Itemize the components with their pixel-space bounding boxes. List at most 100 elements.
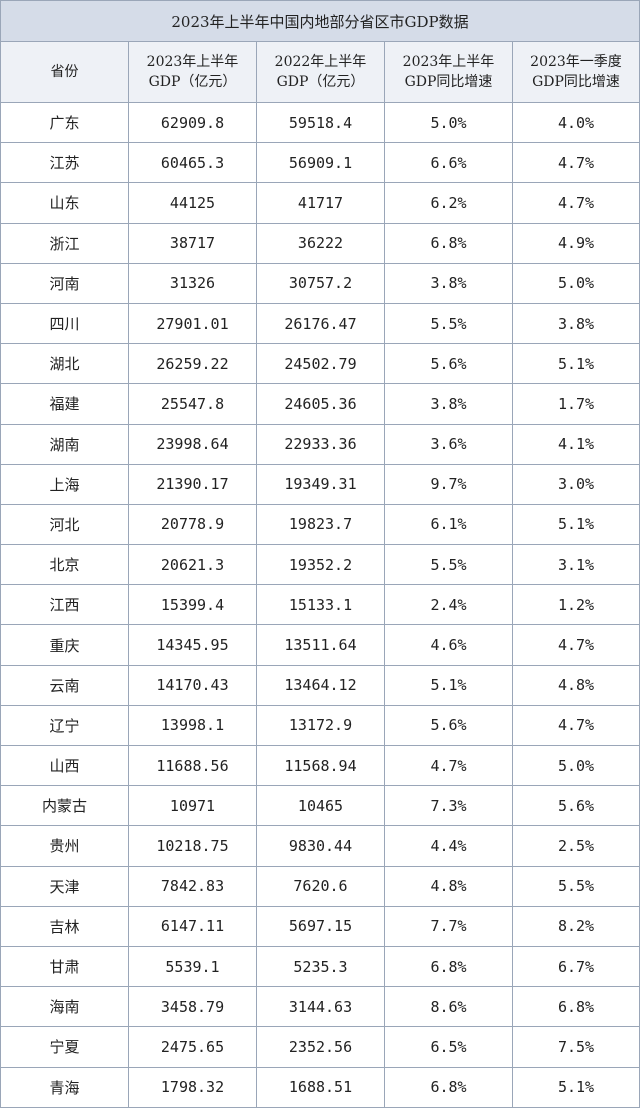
cell-growth-2023q1: 5.1% [512,1066,640,1108]
cell-growth-2023h1: 4.7% [384,744,513,787]
table-row: 云南 14170.43 13464.12 5.1% 4.8% [0,664,640,706]
cell-gdp-2022h1: 24502.79 [256,343,385,385]
cell-growth-2023q1: 5.6% [512,785,640,827]
header-label-line1: 2022年上半年 [274,54,367,70]
cell-growth-2023h1: 6.6% [384,142,513,184]
cell-growth-2023q1: 4.7% [512,704,640,747]
cell-province: 海南 [0,986,129,1028]
cell-province: 辽宁 [0,704,129,747]
cell-province: 湖北 [0,343,129,385]
cell-gdp-2022h1: 30757.2 [256,262,385,304]
cell-province: 青海 [0,1066,129,1108]
cell-gdp-2022h1: 36222 [256,222,385,264]
cell-gdp-2022h1: 41717 [256,182,385,224]
cell-gdp-2023h1: 5539.1 [128,945,257,988]
cell-gdp-2022h1: 1688.51 [256,1066,385,1108]
cell-growth-2023h1: 9.7% [384,463,513,505]
cell-growth-2023q1: 5.1% [512,343,640,385]
cell-gdp-2023h1: 62909.8 [128,101,257,144]
cell-gdp-2023h1: 27901.01 [128,302,257,345]
table-row: 河北 20778.9 19823.7 6.1% 5.1% [0,503,640,546]
cell-growth-2023q1: 6.7% [512,945,640,988]
table-row: 江苏 60465.3 56909.1 6.6% 4.7% [0,142,640,184]
cell-gdp-2023h1: 11688.56 [128,744,257,787]
cell-growth-2023q1: 4.1% [512,423,640,465]
cell-gdp-2023h1: 14345.95 [128,624,257,666]
cell-gdp-2022h1: 19349.31 [256,463,385,505]
cell-province: 云南 [0,664,129,706]
header-label-line1: 2023年一季度 [530,54,622,70]
table-row: 宁夏 2475.65 2352.56 6.5% 7.5% [0,1026,640,1068]
header-gdp-2022h1: 2022年上半年 GDP（亿元） [256,41,385,103]
cell-growth-2023q1: 5.5% [512,865,640,907]
table-row: 浙江 38717 36222 6.8% 4.9% [0,222,640,264]
cell-growth-2023q1: 4.7% [512,182,640,224]
cell-growth-2023h1: 6.1% [384,503,513,546]
cell-growth-2023q1: 4.9% [512,222,640,264]
cell-province: 重庆 [0,624,129,666]
table-row: 天津 7842.83 7620.6 4.8% 5.5% [0,865,640,907]
cell-gdp-2022h1: 24605.36 [256,383,385,425]
cell-gdp-2023h1: 60465.3 [128,142,257,184]
header-growth-2023h1: 2023年上半年 GDP同比增速 [384,41,513,103]
table-row: 江西 15399.4 15133.1 2.4% 1.2% [0,584,640,626]
cell-province: 贵州 [0,825,129,867]
cell-gdp-2022h1: 19823.7 [256,503,385,546]
table-header-row: 省份 2023年上半年 GDP（亿元） 2022年上半年 GDP（亿元） 202… [0,41,640,103]
cell-growth-2023h1: 6.8% [384,945,513,988]
table-row: 湖南 23998.64 22933.36 3.6% 4.1% [0,423,640,465]
cell-growth-2023h1: 6.8% [384,1066,513,1108]
header-label-line2: GDP同比增速 [532,74,620,90]
cell-growth-2023q1: 3.1% [512,544,640,586]
cell-gdp-2022h1: 7620.6 [256,865,385,907]
cell-growth-2023q1: 1.2% [512,584,640,626]
cell-growth-2023h1: 4.4% [384,825,513,867]
cell-gdp-2022h1: 15133.1 [256,584,385,626]
cell-gdp-2022h1: 26176.47 [256,302,385,345]
cell-growth-2023h1: 5.5% [384,302,513,345]
cell-gdp-2023h1: 14170.43 [128,664,257,706]
table-row: 广东 62909.8 59518.4 5.0% 4.0% [0,101,640,144]
cell-gdp-2022h1: 13172.9 [256,704,385,747]
table-row: 青海 1798.32 1688.51 6.8% 5.1% [0,1066,640,1108]
cell-gdp-2023h1: 26259.22 [128,343,257,385]
table-row: 贵州 10218.75 9830.44 4.4% 2.5% [0,825,640,867]
header-growth-2023q1: 2023年一季度 GDP同比增速 [512,41,640,103]
cell-growth-2023h1: 5.5% [384,544,513,586]
header-gdp-2023h1: 2023年上半年 GDP（亿元） [128,41,257,103]
cell-province: 宁夏 [0,1026,129,1068]
header-label-line2: GDP（亿元） [148,74,237,90]
cell-province: 广东 [0,101,129,144]
cell-gdp-2022h1: 19352.2 [256,544,385,586]
cell-growth-2023q1: 1.7% [512,383,640,425]
cell-gdp-2023h1: 38717 [128,222,257,264]
cell-province: 山东 [0,182,129,224]
cell-gdp-2022h1: 10465 [256,785,385,827]
cell-province: 山西 [0,744,129,787]
header-label-line2: GDP（亿元） [276,74,365,90]
cell-gdp-2023h1: 20621.3 [128,544,257,586]
table-row: 湖北 26259.22 24502.79 5.6% 5.1% [0,343,640,385]
cell-gdp-2023h1: 31326 [128,262,257,304]
cell-growth-2023h1: 7.7% [384,905,513,947]
cell-gdp-2022h1: 56909.1 [256,142,385,184]
cell-province: 北京 [0,544,129,586]
table-row: 吉林 6147.11 5697.15 7.7% 8.2% [0,905,640,947]
cell-growth-2023h1: 4.6% [384,624,513,666]
cell-gdp-2022h1: 22933.36 [256,423,385,465]
cell-growth-2023q1: 8.2% [512,905,640,947]
cell-gdp-2022h1: 2352.56 [256,1026,385,1068]
cell-gdp-2023h1: 3458.79 [128,986,257,1028]
table-row: 四川 27901.01 26176.47 5.5% 3.8% [0,302,640,345]
table-title-row: 2023年上半年中国内地部分省区市GDP数据 [0,0,640,42]
table-row: 山西 11688.56 11568.94 4.7% 5.0% [0,744,640,787]
cell-gdp-2022h1: 3144.63 [256,986,385,1028]
cell-growth-2023q1: 3.8% [512,302,640,345]
cell-province: 江苏 [0,142,129,184]
cell-growth-2023h1: 2.4% [384,584,513,626]
cell-growth-2023q1: 3.0% [512,463,640,505]
header-province-label: 省份 [50,64,79,80]
cell-gdp-2023h1: 10218.75 [128,825,257,867]
cell-growth-2023h1: 7.3% [384,785,513,827]
